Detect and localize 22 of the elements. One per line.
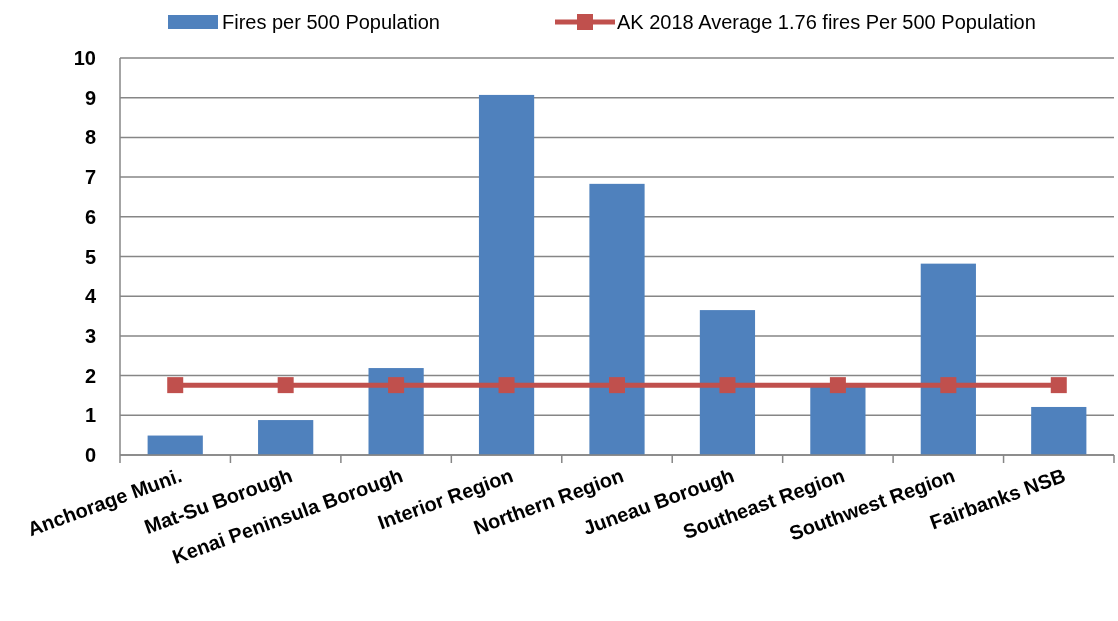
- legend-label: Fires per 500 Population: [222, 11, 440, 33]
- bar: [478, 94, 535, 455]
- y-tick-label: 10: [73, 47, 96, 69]
- y-tick-label: 5: [84, 245, 96, 268]
- bar: [920, 263, 976, 455]
- y-tick-label: 3: [84, 324, 96, 347]
- bar: [147, 435, 203, 455]
- legend-label: AK 2018 Average 1.76 fires Per 500 Population: [617, 11, 1036, 33]
- bar: [699, 310, 756, 455]
- bar: [1031, 406, 1087, 455]
- y-tick-label: 8: [84, 126, 96, 149]
- bar: [368, 368, 424, 455]
- bar: [589, 183, 645, 455]
- y-tick-label: 6: [84, 205, 96, 228]
- y-tick-label: 1: [84, 404, 96, 427]
- y-tick-label: 7: [84, 166, 96, 189]
- bar: [258, 420, 314, 455]
- y-tick-label: 4: [84, 285, 97, 308]
- y-tick-label: 0: [84, 444, 96, 466]
- y-tick-label: 2: [84, 364, 96, 387]
- y-tick-label: 9: [84, 86, 96, 109]
- bar: [810, 385, 866, 455]
